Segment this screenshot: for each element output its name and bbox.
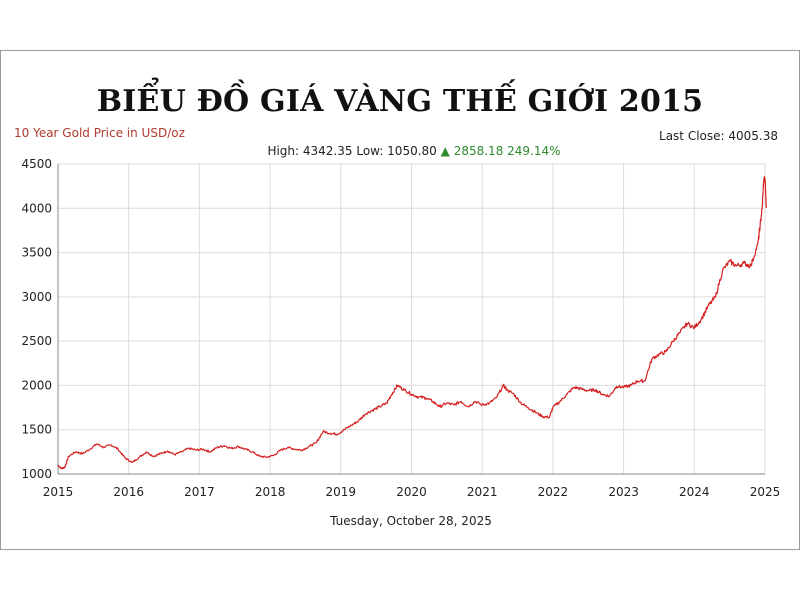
y-tick-labels: 1000 1500 2000 2500 3000 3500 4000 4500 bbox=[21, 157, 52, 481]
x-tick-label: 2018 bbox=[255, 485, 286, 499]
chart-subtitle: 10 Year Gold Price in USD/oz bbox=[14, 126, 185, 140]
y-tick-label: 4500 bbox=[21, 157, 52, 171]
series-line-gold-price bbox=[57, 176, 767, 470]
page-title: BIỂU ĐỒ GIÁ VÀNG THẾ GIỚI 2015 bbox=[96, 84, 704, 119]
up-arrow-icon: ▲ bbox=[440, 144, 450, 158]
change-value: 2858.18 249.14% bbox=[453, 144, 561, 158]
x-tick-label: 2022 bbox=[538, 485, 569, 499]
y-tick-label: 4000 bbox=[21, 201, 52, 215]
high-value: High: 4342.35 bbox=[267, 144, 353, 158]
x-tick-label: 2015 bbox=[43, 485, 74, 499]
y-tick-label: 1000 bbox=[21, 467, 52, 481]
x-tick-label: 2025 bbox=[750, 485, 781, 499]
x-tick-label: 2016 bbox=[113, 485, 144, 499]
chart-frame bbox=[0, 50, 800, 550]
grid-lines bbox=[57, 163, 766, 475]
y-tick-label: 3500 bbox=[21, 246, 52, 260]
y-tick-label: 2500 bbox=[21, 334, 52, 348]
last-close: Last Close: 4005.38 bbox=[659, 129, 778, 143]
x-tick-label: 2021 bbox=[467, 485, 498, 499]
y-tick-label: 1500 bbox=[21, 423, 52, 437]
x-tick-label: 2020 bbox=[396, 485, 427, 499]
x-tick-label: 2023 bbox=[608, 485, 639, 499]
x-tick-label: 2017 bbox=[184, 485, 215, 499]
axes bbox=[57, 164, 765, 475]
x-tick-label: 2024 bbox=[679, 485, 710, 499]
x-tick-labels: 2015 2016 2017 2018 2019 2020 2021 2022 2023 2024… bbox=[43, 485, 781, 499]
y-tick-label: 3000 bbox=[21, 290, 52, 304]
low-value: Low: 1050.80 bbox=[356, 144, 437, 158]
price-stats: High: 4342.35 Low: 1050.80 ▲ 2858.18 249… bbox=[0, 144, 800, 158]
chart-date: Tuesday, October 28, 2025 bbox=[330, 514, 492, 528]
x-tick-label: 2019 bbox=[326, 485, 357, 499]
y-tick-label: 2000 bbox=[21, 378, 52, 392]
